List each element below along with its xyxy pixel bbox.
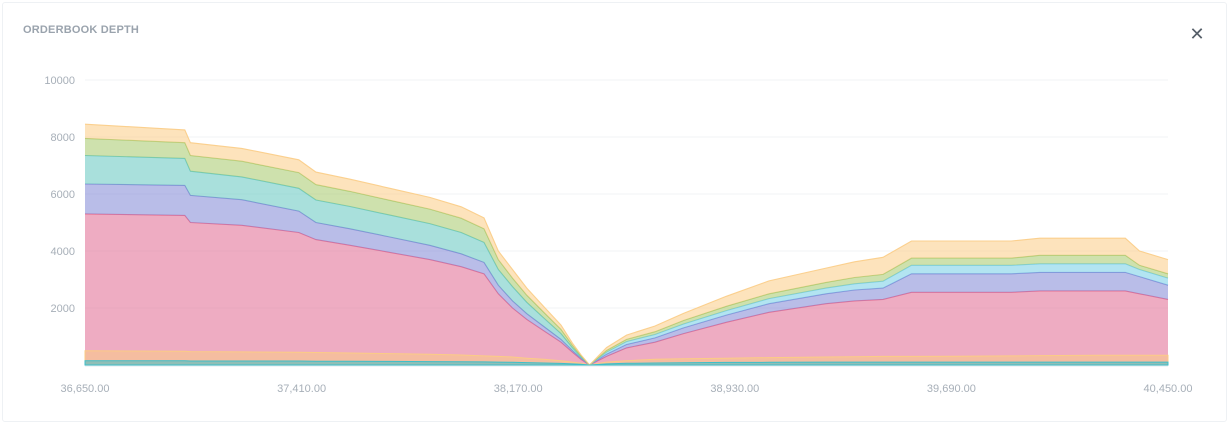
- bid-area-1: [85, 184, 590, 365]
- x-tick-label: 36,650.00: [61, 383, 110, 395]
- chart-axes: 10000 8000 6000 4000 2000 36,650.00 37,410.00 3…: [44, 75, 1192, 395]
- close-icon[interactable]: ✕: [1189, 24, 1205, 45]
- y-tick-label: 10000: [44, 75, 75, 87]
- y-tick-label: 8000: [51, 132, 75, 144]
- ask-area-1: [589, 272, 1168, 365]
- ask-area-3: [589, 255, 1168, 365]
- panel-title: ORDERBOOK DEPTH: [23, 24, 140, 36]
- ask-base-1: [589, 361, 1169, 366]
- ask-area-2: [589, 263, 1168, 365]
- x-tick-label: 37,410.00: [277, 383, 326, 395]
- x-tick-label: 38,930.00: [710, 383, 759, 395]
- ask-area-0: [589, 290, 1168, 365]
- x-tick-label: 40,450.00: [1144, 383, 1193, 395]
- bid-base-1: [84, 360, 590, 366]
- ask-line-4: [589, 237, 1169, 366]
- bid-area-2: [85, 155, 590, 365]
- ask-area-4: [589, 238, 1168, 365]
- y-tick-label: 2000: [51, 303, 75, 315]
- bid-line-4: [84, 123, 590, 366]
- y-tick-label: 6000: [51, 189, 75, 201]
- x-tick-label: 39,690.00: [927, 383, 976, 395]
- x-tick-label: 38,170.00: [494, 383, 543, 395]
- y-tick-label: 4000: [51, 246, 75, 258]
- chart-areas: [84, 123, 1169, 366]
- bid-area-0: [85, 213, 590, 365]
